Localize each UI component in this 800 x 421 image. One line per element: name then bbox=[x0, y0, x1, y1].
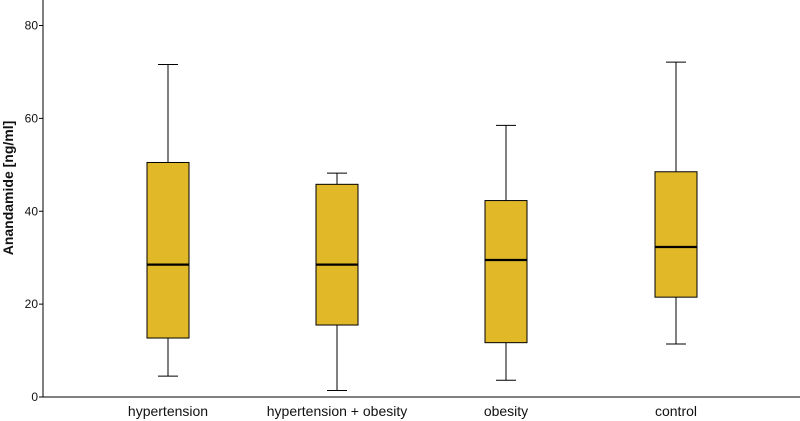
y-tick-label: 40 bbox=[25, 204, 39, 218]
y-tick-label: 0 bbox=[31, 390, 38, 404]
box-hypertension bbox=[146, 161, 190, 339]
y-axis-title: Anandamide [ng/ml] bbox=[0, 121, 16, 256]
x-category-label: hypertension bbox=[128, 403, 208, 419]
box-obesity bbox=[484, 200, 528, 344]
y-tick-label: 20 bbox=[25, 297, 39, 311]
x-category-label: hypertension + obesity bbox=[267, 403, 407, 419]
x-category-label: control bbox=[655, 403, 697, 419]
y-tick-label: 60 bbox=[25, 111, 39, 125]
box-hypertension-obesity bbox=[315, 183, 359, 326]
x-category-label: obesity bbox=[484, 403, 528, 419]
y-tick-label: 80 bbox=[25, 19, 39, 33]
box-control bbox=[654, 171, 698, 298]
